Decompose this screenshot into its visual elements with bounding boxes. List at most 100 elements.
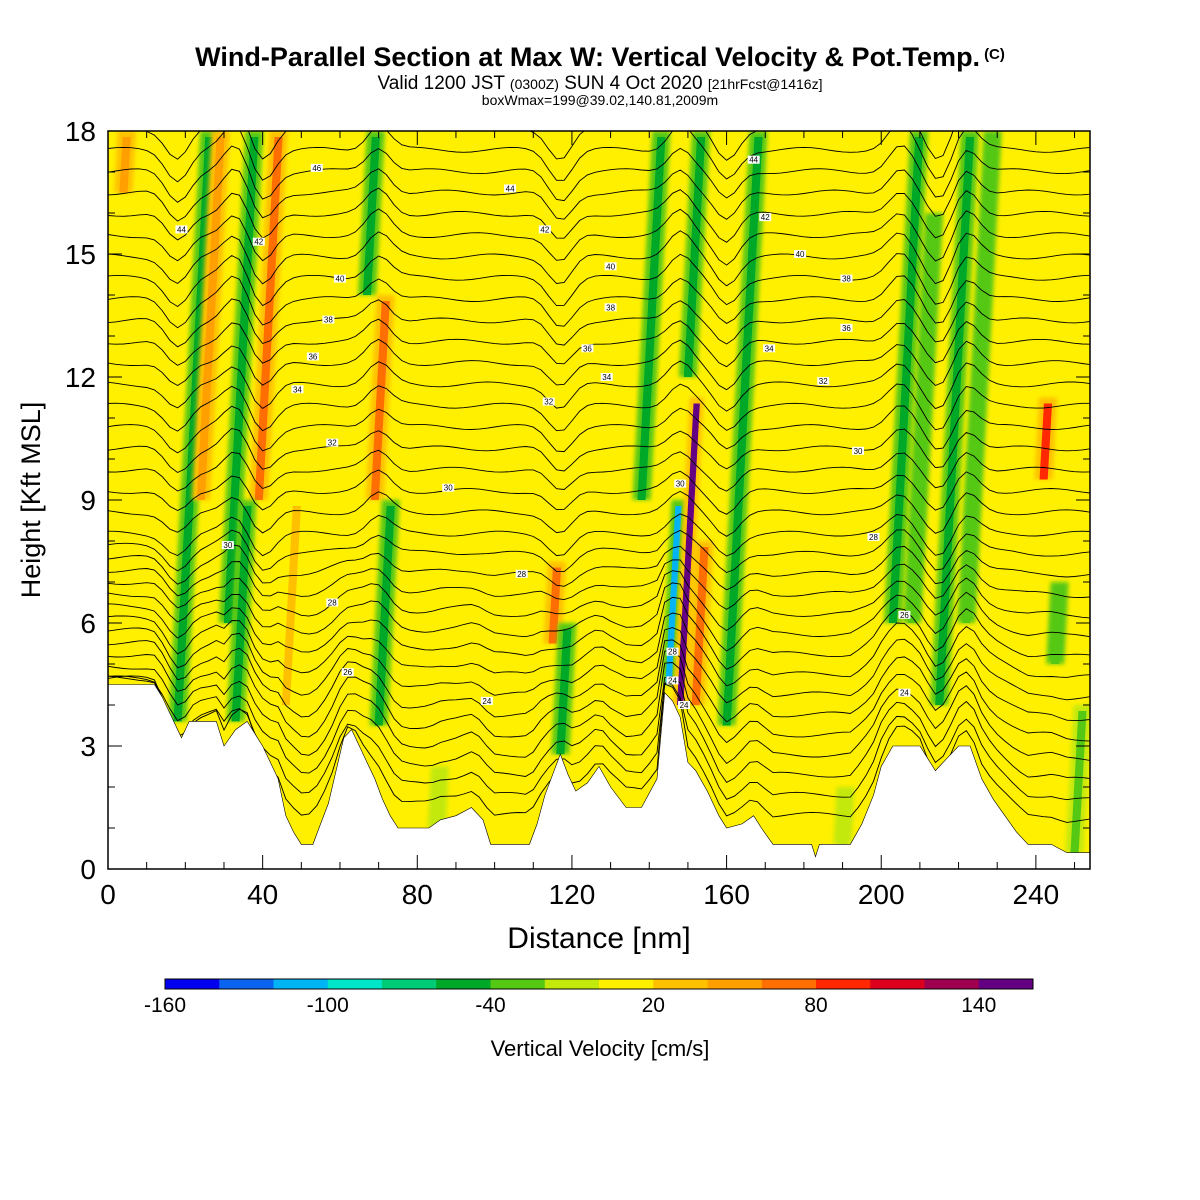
contour-label-text: 36 bbox=[308, 353, 317, 362]
velocity-band bbox=[903, 213, 944, 623]
colorbar-tick-label: 80 bbox=[804, 994, 828, 1017]
y-axis-label: Height [Kft MSL] bbox=[16, 402, 46, 599]
contour-label-bg bbox=[794, 250, 807, 258]
chart-title: Wind-Parallel Section at Max W: Vertical… bbox=[0, 42, 1200, 73]
colorbar-swatch bbox=[707, 979, 763, 989]
chart-valid-time: Valid 1200 JST (0300Z) SUN 4 Oct 2020 [2… bbox=[0, 73, 1200, 95]
contour-label-text: 42 bbox=[761, 213, 770, 222]
colorbar-tick-label: 140 bbox=[961, 994, 997, 1017]
contour-label: 32 bbox=[817, 377, 830, 386]
contour-label-text: 38 bbox=[842, 275, 851, 284]
colorbar-swatch bbox=[165, 979, 220, 989]
contour-label-text: 24 bbox=[668, 676, 677, 685]
vertical-velocity-field bbox=[114, 131, 1090, 853]
contour-label-bg bbox=[542, 397, 555, 406]
pot-temp-contour bbox=[108, 360, 1090, 412]
colorbar-swatch bbox=[219, 979, 274, 989]
contour-label: 34 bbox=[763, 344, 776, 353]
contour-label: 24 bbox=[480, 696, 493, 706]
colorbar-swatch bbox=[490, 979, 546, 989]
contour-label-text: 38 bbox=[606, 303, 615, 312]
contour-label: 32 bbox=[542, 397, 555, 407]
contour-label-bg bbox=[333, 274, 346, 283]
pot-temp-contour bbox=[108, 168, 1090, 222]
contour-label-bg bbox=[604, 303, 617, 312]
contour-label: 30 bbox=[852, 446, 865, 456]
colorbar-swatch bbox=[544, 979, 600, 989]
pot-temp-contour bbox=[108, 383, 1090, 432]
pot-temp-contour bbox=[108, 582, 1090, 652]
x-tick-label: 0 bbox=[100, 879, 116, 910]
velocity-band-core bbox=[838, 793, 850, 845]
contour-label: 38 bbox=[604, 303, 617, 312]
contour-label-bg bbox=[341, 668, 354, 677]
pot-temp-contour bbox=[108, 338, 1090, 391]
colorbar-swatch bbox=[599, 979, 654, 989]
pot-temp-contour bbox=[108, 145, 1090, 203]
contour-label-text: 24 bbox=[900, 689, 909, 698]
colorbar-swatch bbox=[382, 979, 437, 989]
contour-label: 40 bbox=[333, 274, 346, 284]
contour-label-bg bbox=[600, 373, 613, 381]
chart-title-text: Wind-Parallel Section at Max W: Vertical… bbox=[195, 42, 981, 72]
contour-label-text: 38 bbox=[324, 316, 333, 325]
pot-temp-contour bbox=[108, 275, 1090, 329]
velocity-band bbox=[551, 623, 577, 755]
velocity-band bbox=[686, 541, 714, 705]
velocity-band-core bbox=[691, 547, 709, 705]
pot-temp-contour bbox=[108, 570, 1090, 632]
contour-label-text: 40 bbox=[796, 250, 805, 259]
colorbar-swatch bbox=[653, 979, 708, 989]
contour-label: 44 bbox=[504, 184, 517, 193]
colorbar-title: Vertical Velocity [cm/s] bbox=[490, 1036, 710, 1061]
colorbar-swatch bbox=[870, 979, 925, 989]
pot-temp-contour bbox=[108, 675, 1090, 783]
contour-label-bg bbox=[480, 696, 493, 705]
contour-label-text: 42 bbox=[540, 225, 549, 234]
copyright-mark: (C) bbox=[984, 46, 1005, 63]
contour-label-bg bbox=[817, 377, 830, 386]
contour-label-bg bbox=[898, 610, 911, 619]
terrain-mask bbox=[108, 684, 1090, 869]
contour-label-bg bbox=[840, 274, 853, 283]
contour-label: 44 bbox=[175, 225, 188, 234]
contour-label: 28 bbox=[666, 647, 679, 657]
velocity-band-core bbox=[548, 567, 562, 644]
contour-label-bg bbox=[310, 163, 323, 172]
pot-temp-contour bbox=[108, 650, 1090, 744]
contour-label-text: 32 bbox=[819, 377, 828, 386]
contour-label-text: 44 bbox=[749, 156, 758, 165]
x-tick-label: 200 bbox=[858, 879, 905, 910]
velocity-band-core bbox=[1051, 588, 1064, 664]
pot-temp-labels: 46 44 44 44 42 42 42 40 40 40 38 38 38 36 36 36 34 34 34 32… bbox=[175, 155, 911, 710]
x-axis: 0 40 80 120 160 200 240 bbox=[100, 131, 1076, 910]
contour-label: 36 bbox=[581, 344, 594, 353]
pot-temp-contour bbox=[108, 675, 1090, 801]
contour-label: 36 bbox=[306, 352, 319, 362]
colorbar-tick-label: -40 bbox=[475, 994, 506, 1017]
valid-date: SUN 4 Oct 2020 bbox=[564, 73, 703, 94]
valid-prefix: Valid 1200 JST bbox=[377, 73, 505, 94]
contour-label-bg bbox=[291, 385, 304, 394]
contour-label-text: 32 bbox=[544, 398, 553, 407]
contour-label-text: 28 bbox=[328, 599, 337, 608]
velocity-band bbox=[276, 500, 306, 705]
contour-label: 44 bbox=[747, 155, 760, 165]
contour-label-bg bbox=[763, 344, 776, 353]
y-tick-label: 18 bbox=[65, 116, 96, 147]
y-tick-label: 15 bbox=[65, 239, 96, 270]
contour-label: 24 bbox=[666, 676, 679, 685]
pot-temp-contour bbox=[108, 318, 1090, 368]
contour-label-bg bbox=[322, 315, 335, 324]
contour-label-bg bbox=[674, 479, 687, 488]
velocity-band bbox=[1034, 397, 1058, 480]
velocity-band bbox=[957, 131, 1002, 623]
pot-temp-contour bbox=[108, 596, 1090, 670]
velocity-band-core bbox=[173, 137, 214, 722]
contour-label: 32 bbox=[326, 438, 339, 448]
contour-label: 34 bbox=[600, 373, 613, 382]
contour-label-bg bbox=[442, 483, 455, 492]
contour-label-text: 30 bbox=[444, 484, 453, 493]
x-tick-label: 40 bbox=[247, 879, 278, 910]
velocity-band-core bbox=[374, 506, 395, 726]
